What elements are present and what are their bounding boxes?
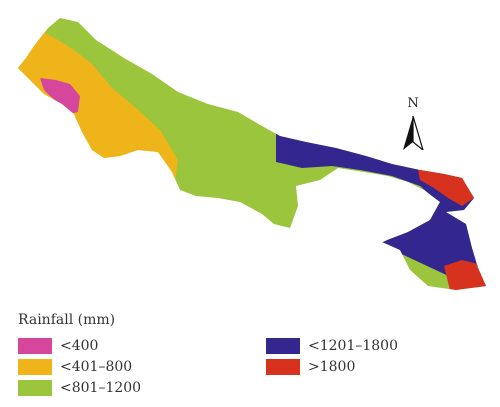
legend-swatch [266, 338, 300, 354]
legend-item-801-1200: <801–1200 [18, 378, 141, 398]
legend-label: <401–800 [60, 359, 133, 375]
north-label: N [407, 96, 419, 111]
legend-swatch [18, 338, 52, 354]
legend-item-gt-1800: >1800 [266, 357, 355, 377]
region-gt-1800-north [418, 170, 474, 206]
legend-item-401-800: <401–800 [18, 357, 132, 377]
north-arrow-icon [403, 116, 424, 150]
legend-item-1201-1800: <1201–1800 [266, 336, 398, 356]
legend-swatch [18, 359, 52, 375]
legend-swatch [266, 359, 300, 375]
region-1201-1800 [276, 18, 486, 290]
north-indicator: N [398, 96, 428, 152]
legend-label: <400 [60, 338, 99, 354]
legend-label: >1800 [308, 359, 356, 375]
rainfall-map [18, 18, 486, 290]
legend-label: <801–1200 [60, 380, 142, 396]
legend-swatch [18, 380, 52, 396]
legend-title: Rainfall (mm) [18, 312, 116, 328]
region-lt-400 [40, 78, 80, 114]
legend-label: <1201–1800 [308, 338, 398, 354]
legend-item-lt-400: <400 [18, 336, 98, 356]
region-gt-1800-south [444, 260, 486, 290]
